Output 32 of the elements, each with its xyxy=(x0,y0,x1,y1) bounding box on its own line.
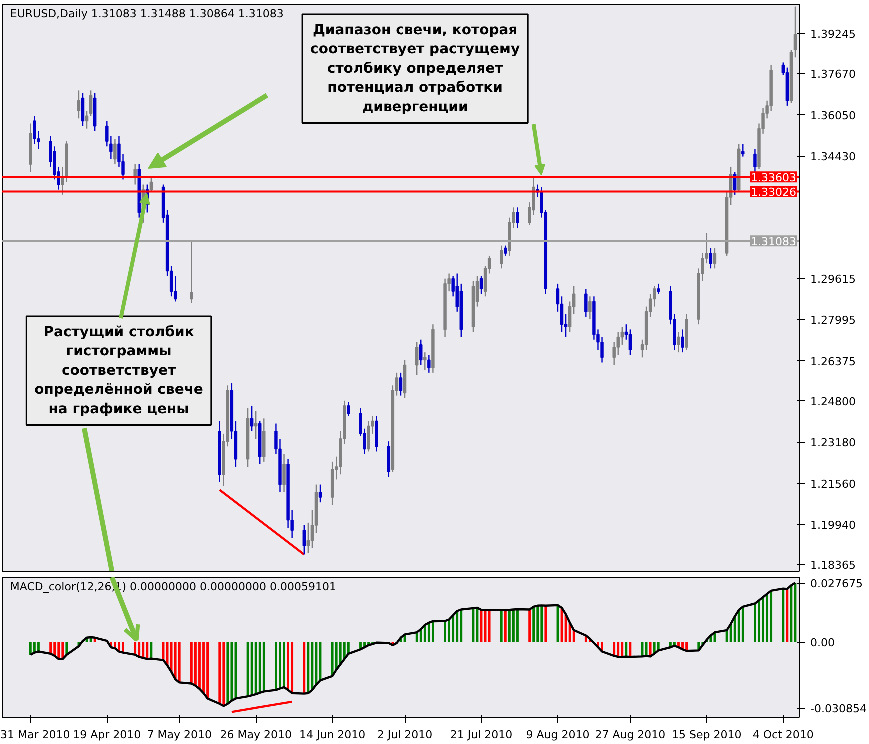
x-tick-label: 4 Oct 2010 xyxy=(752,728,814,742)
x-tick-label: 15 Sep 2010 xyxy=(672,728,742,742)
y-tick-label: 1.18365 xyxy=(810,559,856,572)
y-tick-label: 1.37670 xyxy=(810,68,856,82)
x-tick-label: 27 Aug 2010 xyxy=(595,728,666,742)
x-tick-label: 14 Jun 2010 xyxy=(299,728,366,742)
y-tick-label: 1.34430 xyxy=(810,150,856,164)
ref-line-label: 1.33603 xyxy=(751,172,797,185)
x-tick-label: 31 Mar 2010 xyxy=(0,728,70,742)
x-tick-label: 9 Aug 2010 xyxy=(526,728,590,742)
y-tick-label: -0.030854 xyxy=(810,702,867,716)
x-tick-label: 26 May 2010 xyxy=(220,728,292,742)
y-tick-label: 1.26375 xyxy=(810,355,856,368)
ref-line-label: 1.33026 xyxy=(751,186,797,200)
y-tick-label: 0.00 xyxy=(810,636,835,650)
y-tick-label: 1.24800 xyxy=(810,395,856,408)
chart-title: EURUSD,Daily 1.31083 1.31488 1.30864 1.31083 xyxy=(10,8,284,20)
y-tick-label: 0.027675 xyxy=(810,578,863,591)
annotation: Растущий столбик гистограммы соответствует определённой свече на графике цены xyxy=(34,324,204,418)
y-tick-label: 1.23180 xyxy=(810,436,856,450)
x-tick-label: 7 May 2010 xyxy=(147,728,212,742)
x-tick-label: 21 Jul 2010 xyxy=(450,728,513,742)
x-tick-label: 19 Apr 2010 xyxy=(73,728,142,742)
y-tick-label: 1.21560 xyxy=(810,478,856,491)
y-tick-label: 1.27995 xyxy=(810,314,856,328)
y-tick-label: 1.29615 xyxy=(810,272,856,286)
y-tick-label: 1.36050 xyxy=(810,109,856,122)
annotation: Диапазон свечи, которая соответствует растущему столбику определяет потенциал отработки дивергенции xyxy=(310,22,520,116)
x-tick-label: 2 Jul 2010 xyxy=(377,728,433,742)
y-tick-label: 1.39245 xyxy=(810,28,856,42)
y-tick-label: 1.19940 xyxy=(810,518,856,532)
ref-line-label: 1.31083 xyxy=(751,236,797,249)
